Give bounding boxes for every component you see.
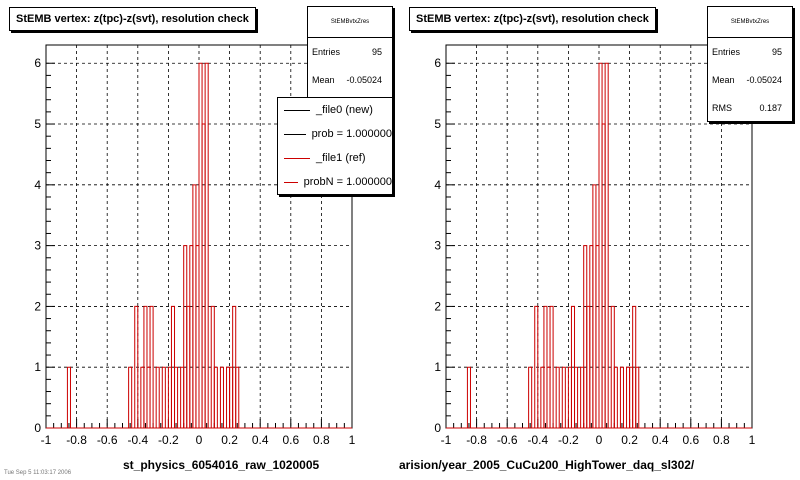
right-stats-rms-value: 0.187	[759, 103, 782, 113]
right-y-tick-label: 6	[434, 56, 441, 70]
left-stats-mean-row: Mean -0.05024	[308, 66, 392, 94]
legend-entry-file0: _file0 (new)	[278, 98, 392, 122]
right-y-tick-label: 5	[434, 117, 441, 131]
left-x-tick-label: 0.6	[282, 433, 299, 447]
left-histogram-bin	[66, 366, 71, 428]
left-stats-mean-value: -0.05024	[346, 75, 382, 85]
right-stats-entries-value: 95	[771, 47, 782, 57]
left-x-tick-label: 1	[349, 433, 356, 447]
right-x-tick-label: -0.8	[466, 433, 487, 447]
right-x-tick-label: 1	[749, 433, 756, 447]
legend-label-file0: _file0 (new)	[316, 104, 373, 116]
legend-label-probN: probN = 1.000000	[303, 176, 392, 188]
right-histogram-bin	[635, 366, 640, 428]
right-y-tick-label: 0	[434, 421, 441, 435]
left-histogram-bin	[155, 366, 160, 428]
left-x-tick-label: 0.4	[252, 433, 269, 447]
right-histogram-bin	[613, 366, 618, 428]
right-footer-path: arision/year_2005_CuCu200_HighTower_daq_…	[399, 458, 695, 472]
right-histogram-bin	[604, 62, 609, 428]
left-histogram-bin	[149, 305, 154, 428]
left-histogram-bin	[128, 366, 133, 428]
right-x-tick-label: -1	[441, 433, 452, 447]
legend-entry-probN: probN = 1.000000	[278, 170, 392, 194]
legend-swatch-file1	[284, 157, 310, 159]
right-y-tick-label: 4	[434, 178, 441, 192]
legend-entry-prob: prob = 1.000000	[278, 122, 392, 146]
right-stats-box: StEMBvtxZres Entries 95 Mean -0.05024 RM…	[707, 6, 793, 122]
left-x-tick-label: -0.2	[158, 433, 179, 447]
right-stats-entries-label: Entries	[712, 47, 741, 57]
right-x-tick-label: -0.6	[497, 433, 518, 447]
right-histogram-bin	[549, 305, 554, 428]
right-histogram-title: StEMB vertex: z(tpc)-z(svt), resolution …	[409, 7, 656, 31]
left-histogram-bin	[235, 366, 240, 428]
right-x-tick-label: 0.6	[682, 433, 699, 447]
left-stats-name: StEMBvtxZres	[308, 7, 392, 38]
right-x-tick-label: -0.2	[558, 433, 579, 447]
left-y-tick-label: 1	[34, 360, 41, 374]
left-y-tick-label: 4	[34, 178, 41, 192]
right-stats-rms-label: RMS	[712, 103, 732, 113]
left-histogram-title: StEMB vertex: z(tpc)-z(svt), resolution …	[9, 7, 256, 31]
right-histogram-bin	[555, 366, 560, 428]
right-stats-rms-row: RMS 0.187	[708, 94, 792, 122]
right-histogram-bin	[466, 366, 471, 428]
left-stats-entries-label: Entries	[312, 47, 341, 57]
right-stats-name: StEMBvtxZres	[708, 7, 792, 38]
right-histogram-bin	[619, 366, 624, 428]
left-x-tick-label: -0.4	[127, 433, 148, 447]
left-histogram-bin	[174, 366, 179, 428]
left-histogram-bin	[161, 366, 166, 428]
right-stats-mean-row: Mean -0.05024	[708, 66, 792, 94]
legend-label-file1: _file1 (ref)	[316, 152, 366, 164]
left-histogram-bin	[219, 366, 224, 428]
right-x-tick-label: 0.8	[713, 433, 730, 447]
right-x-tick-label: 0.4	[652, 433, 669, 447]
left-y-tick-label: 2	[34, 299, 41, 313]
left-histogram-bin	[204, 62, 209, 428]
right-histogram-bin	[574, 366, 579, 428]
right-histogram-bin	[534, 305, 539, 428]
right-stats-mean-label: Mean	[712, 75, 735, 85]
left-histogram-bin	[213, 366, 218, 428]
left-x-tick-label: 0.8	[313, 433, 330, 447]
legend-entry-file1: _file1 (ref)	[278, 146, 392, 170]
left-x-tick-label: 0	[196, 433, 203, 447]
right-histogram-bin	[561, 366, 566, 428]
left-footer-filename: st_physics_6054016_raw_1020005	[123, 458, 320, 472]
right-x-tick-label: 0	[596, 433, 603, 447]
right-x-tick-label: 0.2	[621, 433, 638, 447]
left-y-tick-label: 6	[34, 56, 41, 70]
left-stats-entries-value: 95	[371, 47, 382, 57]
left-x-tick-label: 0.2	[221, 433, 238, 447]
legend-swatch-file0	[284, 109, 310, 111]
right-stats-entries-row: Entries 95	[708, 38, 792, 66]
right-y-tick-label: 2	[434, 299, 441, 313]
right-y-tick-label: 3	[434, 239, 441, 253]
left-stats-entries-row: Entries 95	[308, 38, 392, 66]
right-y-tick-label: 1	[434, 360, 441, 374]
legend-swatch-probN	[284, 181, 298, 183]
right-x-tick-label: -0.4	[527, 433, 548, 447]
left-x-tick-label: -1	[41, 433, 52, 447]
left-x-tick-label: -0.8	[66, 433, 87, 447]
right-histogram-bin	[528, 366, 533, 428]
left-y-tick-label: 3	[34, 239, 41, 253]
left-stats-mean-label: Mean	[312, 75, 335, 85]
left-x-tick-label: -0.6	[97, 433, 118, 447]
legend-swatch-prob	[284, 133, 306, 135]
left-legend: _file0 (new) prob = 1.000000 _file1 (ref…	[277, 97, 393, 195]
left-y-tick-label: 5	[34, 117, 41, 131]
left-y-tick-label: 0	[34, 421, 41, 435]
right-stats-mean-value: -0.05024	[746, 75, 782, 85]
corner-timestamp: Tue Sep 5 11:03:17 2006	[4, 470, 72, 476]
left-histogram-bin	[134, 305, 139, 428]
legend-label-prob: prob = 1.000000	[311, 128, 392, 140]
